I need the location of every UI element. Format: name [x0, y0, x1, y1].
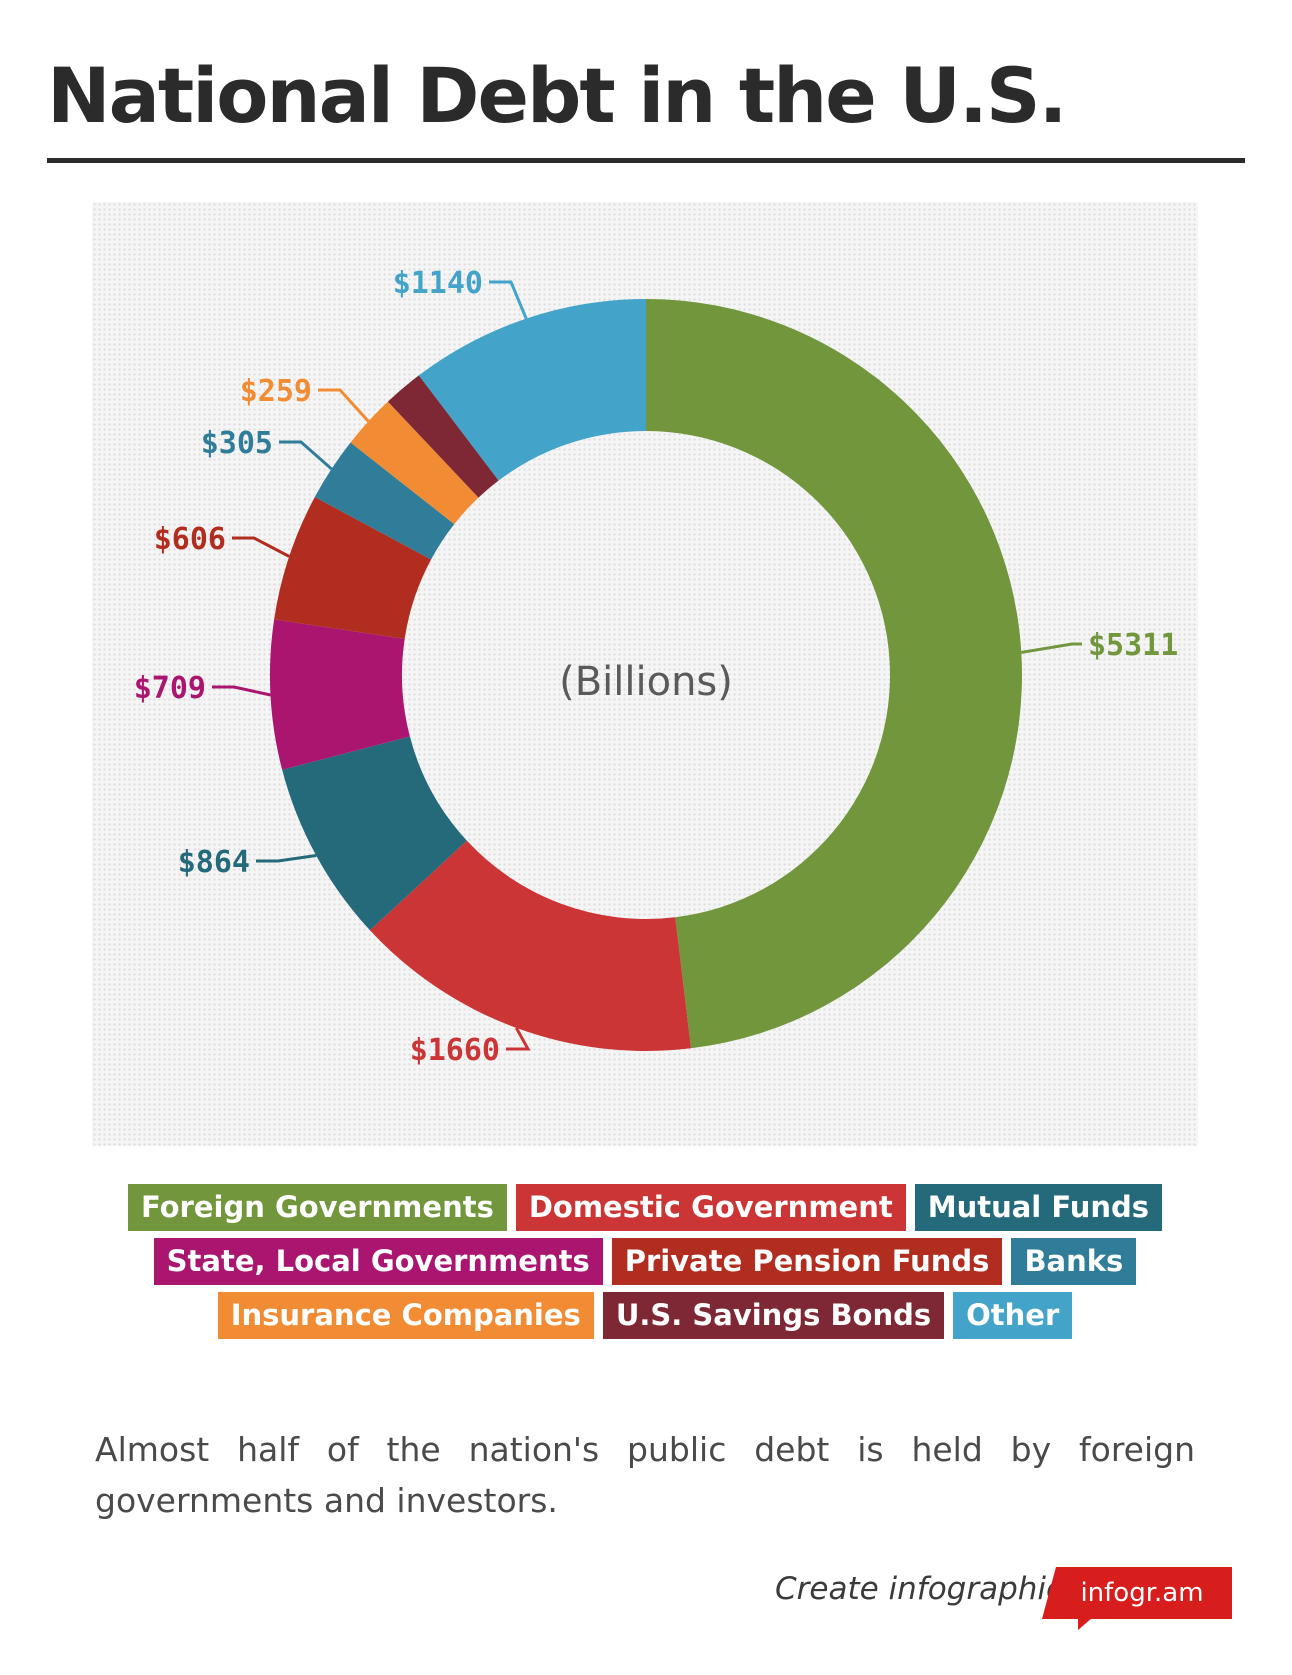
leader-line — [256, 853, 317, 863]
value-label: $259 — [240, 374, 312, 409]
value-label: $305 — [201, 426, 273, 461]
credit-text[interactable]: Create infographics — [775, 1571, 1080, 1607]
legend-row: Foreign Governments Domestic Government Mu… — [127, 1184, 1163, 1231]
slice-labels: $5311 $1660 $864 $709 $606 $305 $259 $1140 — [134, 266, 1179, 1068]
legend-item[interactable]: Insurance Companies — [217, 1292, 594, 1339]
leader-line — [212, 685, 271, 697]
slice-foreign-governments[interactable] — [646, 299, 1022, 1049]
slice-other[interactable] — [418, 299, 646, 481]
leader-lines — [212, 280, 1082, 1051]
brand-name[interactable]: infogr.am — [1080, 1578, 1204, 1608]
brand-badge[interactable]: infogr.am — [1042, 1567, 1232, 1619]
legend-row: State, Local Governments Private Pension … — [153, 1238, 1137, 1285]
leader-line — [506, 1027, 531, 1051]
leader-line — [232, 536, 290, 558]
value-label: $606 — [154, 522, 226, 557]
legend-item[interactable]: Foreign Governments — [127, 1184, 507, 1231]
leader-line — [1021, 642, 1082, 654]
slice-domestic-government[interactable] — [369, 840, 692, 1051]
leader-line — [489, 280, 528, 320]
legend: Foreign Governments Domestic Government Mu… — [92, 1184, 1198, 1339]
slice-banks[interactable] — [314, 442, 455, 560]
leader-line — [318, 388, 370, 423]
slice-private-pension-funds[interactable] — [274, 496, 432, 639]
value-label: $709 — [134, 671, 206, 706]
leader-line — [279, 440, 333, 471]
brand-badge-tail — [1078, 1618, 1092, 1630]
legend-item[interactable]: Domestic Government — [515, 1184, 906, 1231]
donut-slices — [270, 299, 1022, 1051]
slice-u-s-savings-bonds[interactable] — [387, 375, 499, 498]
value-label: $1660 — [410, 1033, 500, 1068]
legend-item[interactable]: Private Pension Funds — [611, 1238, 1003, 1285]
legend-row: Insurance Companies U.S. Savings Bonds Oth… — [217, 1292, 1073, 1339]
legend-item[interactable]: Mutual Funds — [914, 1184, 1163, 1231]
value-label: $1140 — [393, 266, 483, 301]
title-divider — [47, 158, 1245, 163]
legend-item[interactable]: Other — [953, 1292, 1073, 1339]
value-label: $5311 — [1088, 628, 1178, 663]
center-label: (Billions) — [559, 659, 733, 705]
slice-insurance-companies[interactable] — [350, 401, 479, 525]
page-title: National Debt in the U.S. — [47, 51, 1067, 140]
legend-item[interactable]: U.S. Savings Bonds — [602, 1292, 945, 1339]
slice-state-local-governments[interactable] — [270, 619, 410, 770]
slice-mutual-funds[interactable] — [282, 736, 467, 931]
legend-item[interactable]: Banks — [1011, 1238, 1137, 1285]
legend-item[interactable]: State, Local Governments — [153, 1238, 603, 1285]
value-label: $864 — [178, 845, 250, 880]
caption: Almost half of the nation's public debt … — [95, 1430, 1195, 1520]
